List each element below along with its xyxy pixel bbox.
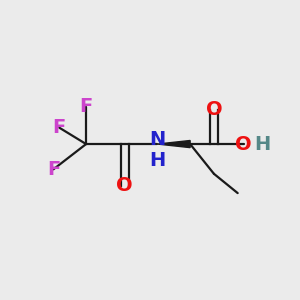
Polygon shape bbox=[158, 140, 190, 148]
Text: F: F bbox=[80, 98, 93, 116]
Text: N: N bbox=[149, 130, 166, 149]
Text: O: O bbox=[116, 176, 133, 195]
Text: H: H bbox=[149, 151, 166, 170]
Text: O: O bbox=[206, 100, 222, 119]
Text: H: H bbox=[254, 135, 270, 154]
Text: F: F bbox=[53, 118, 66, 137]
Text: F: F bbox=[47, 160, 60, 179]
Text: O: O bbox=[235, 135, 252, 154]
